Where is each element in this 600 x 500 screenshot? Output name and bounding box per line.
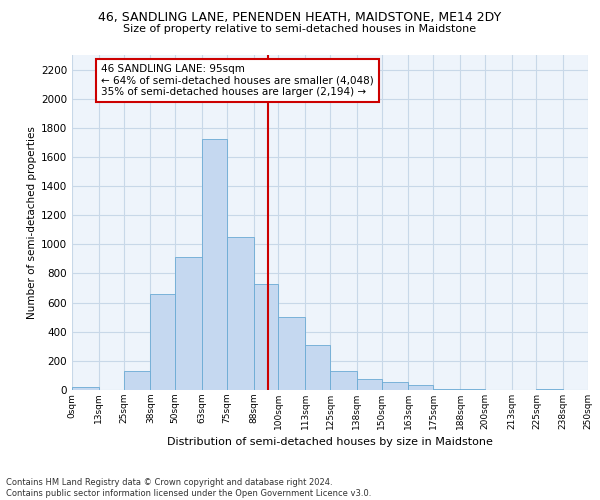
Bar <box>278 317 305 390</box>
Y-axis label: Number of semi-detached properties: Number of semi-detached properties <box>27 126 37 319</box>
Text: Contains HM Land Registry data © Crown copyright and database right 2024.
Contai: Contains HM Land Registry data © Crown c… <box>6 478 371 498</box>
Bar <box>72 387 99 390</box>
Bar <box>357 379 382 390</box>
Bar <box>124 371 151 390</box>
Bar <box>305 345 330 390</box>
Bar <box>433 388 460 390</box>
Bar <box>175 258 202 390</box>
Bar <box>382 382 409 390</box>
Bar <box>330 371 357 390</box>
Bar <box>254 284 278 390</box>
Bar <box>151 294 175 390</box>
Text: Size of property relative to semi-detached houses in Maidstone: Size of property relative to semi-detach… <box>124 24 476 34</box>
Text: 46, SANDLING LANE, PENENDEN HEATH, MAIDSTONE, ME14 2DY: 46, SANDLING LANE, PENENDEN HEATH, MAIDS… <box>98 11 502 24</box>
Text: 46 SANDLING LANE: 95sqm
← 64% of semi-detached houses are smaller (4,048)
35% of: 46 SANDLING LANE: 95sqm ← 64% of semi-de… <box>101 64 374 97</box>
Bar <box>227 237 254 390</box>
Bar <box>202 140 227 390</box>
X-axis label: Distribution of semi-detached houses by size in Maidstone: Distribution of semi-detached houses by … <box>167 438 493 448</box>
Bar <box>409 385 433 390</box>
